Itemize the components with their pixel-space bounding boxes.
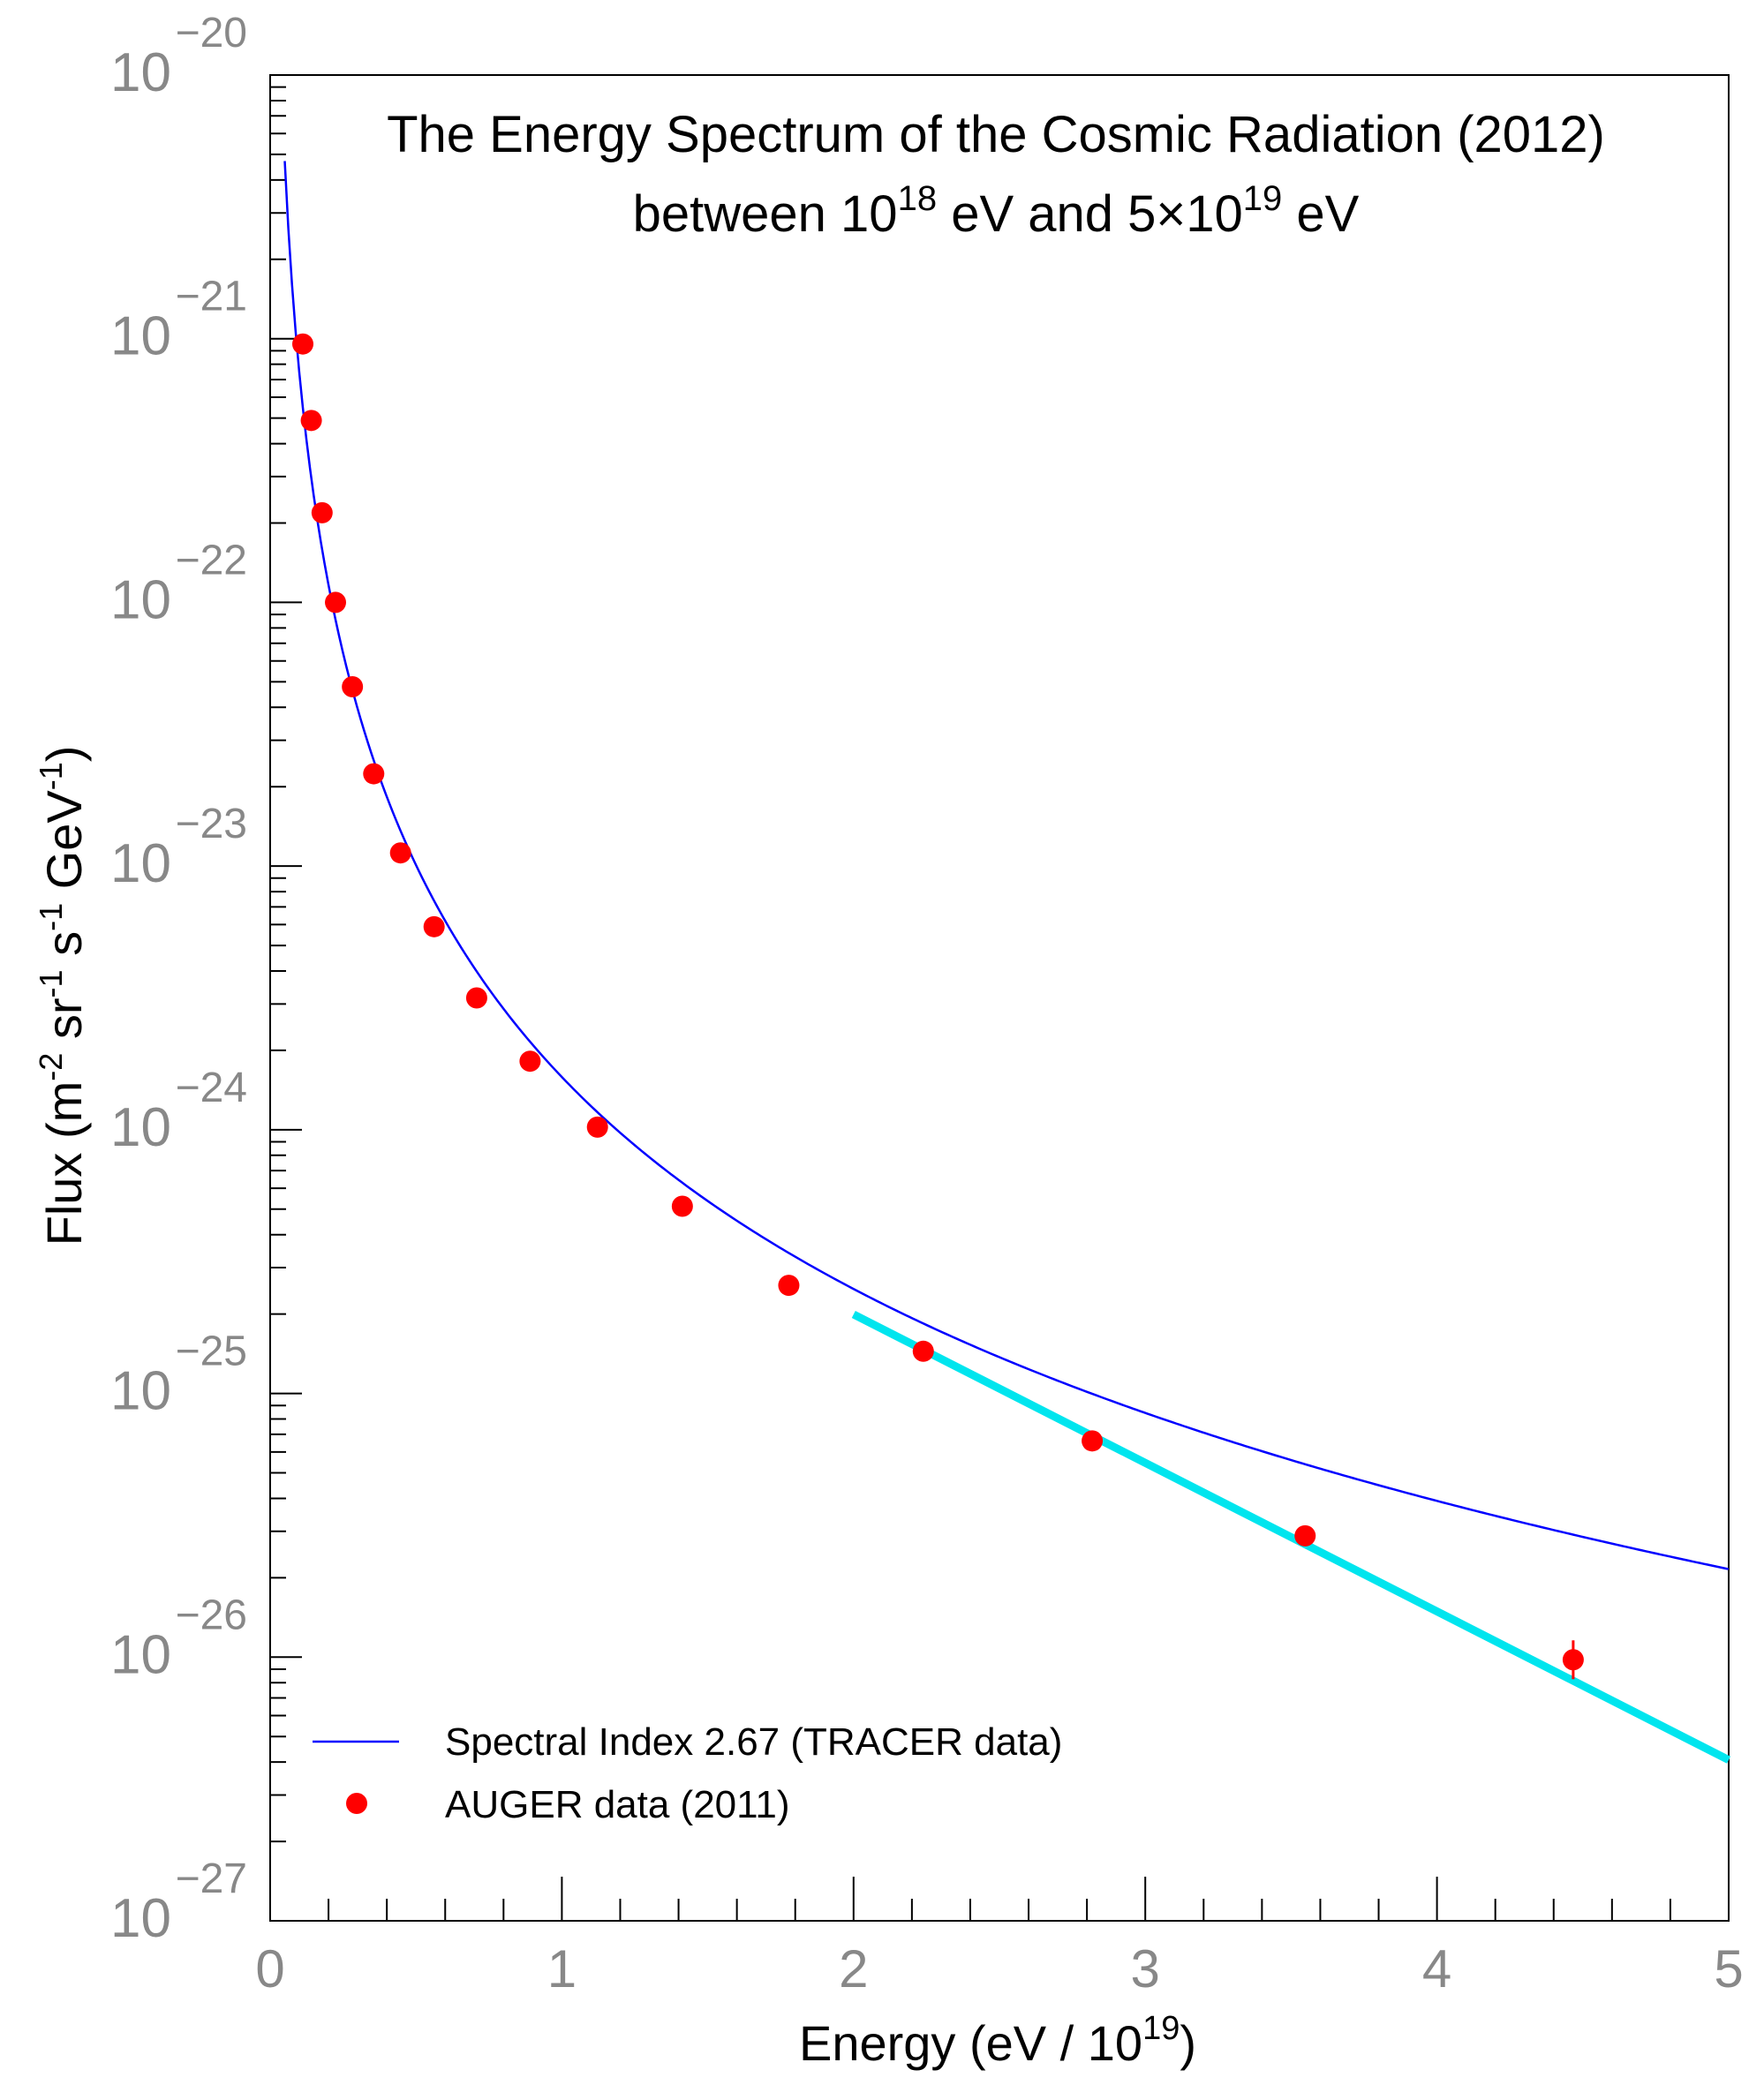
x-tick-label: 4 [1422,1939,1451,1998]
data-point [671,1195,693,1217]
series-line-fit [851,1310,1731,1764]
x-tick-label: 3 [1131,1939,1160,1998]
y-axis-title-part: s [36,931,92,970]
y-tick-label-exponent: −22 [176,537,247,583]
x-tick-label: 2 [839,1939,868,1998]
legend-label-auger: AUGER data (2011) [445,1783,789,1826]
y-axis-title-sup: -1 [33,762,69,790]
data-point [342,676,364,698]
plot-frame [269,74,1730,1922]
data-point [311,501,333,523]
data-point [292,333,313,355]
y-axis-title-part: GeV [36,790,92,903]
data-point [363,763,385,785]
y-tick-label-exponent: −24 [176,1065,247,1111]
title-line2-sup-1: 18 [898,179,938,218]
data-point [325,591,347,613]
x-axis-title: Energy (eV / 1019) [799,2010,1196,2071]
x-axis: 0 1 2 3 4 5 [255,1877,1744,1998]
y-tick-label-base: 10 [110,1888,171,1949]
x-axis-title-sup: 19 [1142,2010,1180,2047]
x-tick-label: 1 [547,1939,577,1998]
y-axis-title-part: Flux (m [36,1081,92,1246]
data-point [1562,1649,1584,1671]
data-point [1294,1524,1316,1547]
x-axis-title-end: ) [1180,2015,1196,2071]
title-line2-part-b: eV and 5×10 [937,185,1243,243]
y-tick-label-base: 10 [110,1624,171,1685]
y-tick-label-exponent: −23 [176,801,247,847]
data-point [389,842,411,864]
y-tick-label-exponent: −20 [176,10,247,56]
title-line2-part-c: eV [1282,185,1359,243]
y-axis-title-sup: -1 [33,903,69,931]
legend: Spectral Index 2.67 (TRACER data) AUGER … [313,1720,1062,1826]
y-tick-label-base: 10 [110,1097,171,1158]
data-point [778,1275,800,1297]
y-axis-title-sup: -2 [33,1053,69,1081]
data-point [519,1050,541,1073]
y-axis-title-sup: -1 [33,969,69,997]
chart-title-line2: between 1018 eV and 5×1019 eV [633,179,1360,243]
data-point [912,1340,934,1362]
data-point [465,987,487,1009]
series-line-spectral-index [283,161,1730,1570]
title-line2-part-a: between 10 [633,185,898,243]
x-tick-label: 5 [1714,1939,1743,1998]
y-tick-label-base: 10 [110,1361,171,1422]
y-tick-label-base: 10 [110,42,171,103]
data-point [586,1116,608,1138]
y-tick-label-exponent: −26 [176,1592,247,1638]
series-layer [283,161,1731,1764]
legend-marker-symbol [346,1793,367,1814]
y-tick-label-base: 10 [110,833,171,894]
title-line2-sup-2: 19 [1243,179,1283,218]
y-tick-label-exponent: −25 [176,1328,247,1375]
data-point [1082,1430,1104,1452]
y-tick-label-exponent: −27 [176,1855,247,1902]
data-point [300,410,322,432]
y-axis-title-part: sr [36,998,92,1053]
data-point [423,915,445,937]
y-tick-label-exponent: −21 [176,274,247,320]
x-tick-label: 0 [255,1939,284,1998]
chart-title-line1: The Energy Spectrum of the Cosmic Radiat… [387,106,1605,163]
y-tick-label-base: 10 [110,306,171,367]
y-tick-label-base: 10 [110,569,171,630]
y-axis-title: Flux (m-2 sr-1 s-1 GeV-1) [33,746,92,1246]
y-axis-title-part: ) [36,746,92,763]
legend-label-spectral: Spectral Index 2.67 (TRACER data) [445,1720,1062,1764]
x-axis-title-main: Energy (eV / 10 [799,2015,1142,2071]
